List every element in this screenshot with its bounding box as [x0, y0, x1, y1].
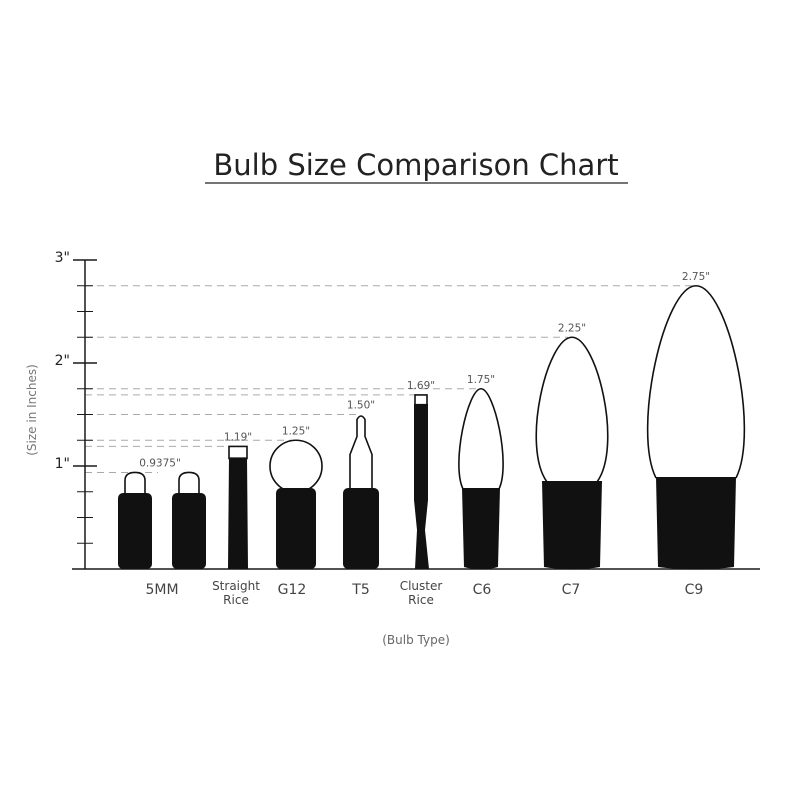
bulb-base	[228, 457, 248, 569]
bulb-base	[542, 481, 602, 570]
chart-title: Bulb Size Comparison Chart	[213, 148, 618, 182]
bulb-base	[462, 488, 500, 570]
bulb-type-label: C6	[473, 582, 492, 598]
y-tick-label: 3"	[55, 250, 70, 266]
bulb-glass	[414, 394, 428, 406]
bulb-glass	[349, 415, 373, 492]
bulb-size-label: 1.75"	[467, 374, 495, 386]
bulb-glass	[458, 387, 504, 490]
bulb-size-label: 2.75"	[682, 271, 710, 283]
bulb-glass	[124, 471, 146, 497]
bulb-base	[656, 477, 736, 570]
bulb-glass	[646, 284, 746, 479]
bulb-glass	[269, 439, 323, 494]
y-tick-label: 1"	[55, 456, 70, 472]
bulb-glass	[535, 336, 609, 483]
bulb-glass	[228, 445, 248, 460]
bulb-size-label: 1.50"	[347, 400, 375, 412]
bulb-type-label: G12	[278, 582, 307, 598]
bulb-size-label: 0.9375"	[139, 457, 181, 469]
bulb-type-label: T5	[351, 582, 369, 598]
x-axis-label: (Bulb Type)	[382, 633, 450, 647]
bulb-type-label: C7	[562, 582, 581, 598]
y-tick-label: 2"	[55, 353, 70, 369]
bulb-size-label: 2.25"	[558, 322, 586, 334]
y-axis-label: (Size in Inches)	[25, 364, 39, 456]
bulb-type-label: 5MM	[145, 582, 178, 598]
bulb-type-label: C9	[685, 582, 704, 598]
bulb-base	[172, 493, 206, 569]
bulb-base	[343, 488, 379, 569]
bulb-glass	[178, 471, 200, 497]
bulb-size-label: 1.69"	[407, 380, 435, 392]
bulb-size-label: 1.19"	[224, 431, 252, 443]
bulb-size-label: 1.25"	[282, 425, 310, 437]
bulb-type-label: Cluster Rice	[400, 579, 443, 607]
bulb-base	[414, 403, 429, 569]
bulb-base	[118, 493, 152, 569]
bulb-base	[276, 488, 316, 569]
bulb-type-label: Straight Rice	[212, 579, 260, 607]
